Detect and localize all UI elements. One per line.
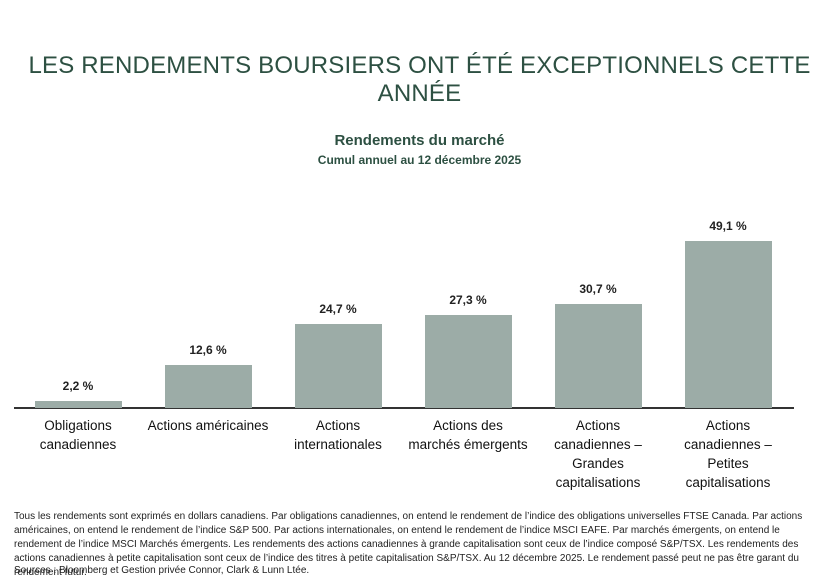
value-label: 12,6 % — [189, 343, 227, 358]
chart-title: Rendements du marché — [334, 132, 505, 149]
source: Sources : Bloomberg et Gestion privée Co… — [14, 565, 310, 576]
bar — [684, 241, 772, 408]
bar — [34, 400, 122, 408]
x-tick-label: Obligations canadiennes — [39, 418, 117, 452]
footnote: Tous les rendements sont exprimés en dol… — [14, 511, 803, 578]
chart-subtitle: Cumul annuel au 12 décembre 2025 — [317, 153, 522, 167]
value-label: 27,3 % — [449, 293, 487, 308]
x-tick-label: Actions canadiennes – Grandes capitalisa… — [554, 418, 642, 490]
value-label: 49,1 % — [709, 219, 747, 234]
bar — [164, 365, 252, 408]
bar — [554, 303, 642, 408]
x-tick-label: Actions internationales — [294, 418, 382, 452]
bar — [424, 315, 512, 408]
x-tick-label: Actions canadiennes – Petites capitalisa… — [684, 418, 772, 490]
value-label: 2,2 % — [62, 378, 94, 393]
title: LES RENDEMENTS BOURSIERS ONT ÉTÉ EXCEPTI… — [28, 52, 811, 107]
x-tick-label: Actions américaines — [147, 418, 269, 433]
value-label: 30,7 % — [579, 281, 617, 296]
baseline — [14, 407, 794, 409]
bar — [294, 324, 382, 408]
x-tick-label: Actions des marchés émergents — [408, 418, 528, 452]
value-label: 24,7 % — [319, 302, 357, 317]
